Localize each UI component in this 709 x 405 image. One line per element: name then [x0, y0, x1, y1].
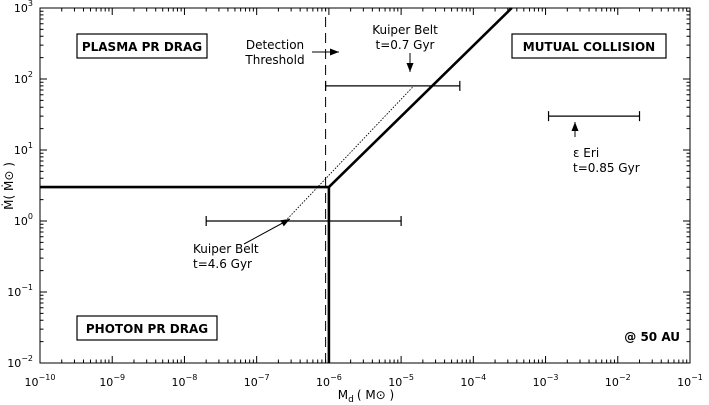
region-label-collision: MUTUAL COLLISION	[511, 33, 667, 59]
y-tick-label: 103	[14, 0, 33, 15]
plot-frame	[39, 7, 691, 364]
collision-boundary	[327, 7, 513, 189]
region-label-text: PHOTON PR DRAG	[86, 322, 208, 336]
y-tick-label: 101	[14, 141, 33, 157]
arrow-head	[406, 63, 414, 72]
kuiper-old-arrow	[243, 218, 291, 245]
x-axis-title-sub: d	[348, 395, 354, 405]
eps-eri-arrow	[571, 122, 579, 137]
kuiper-old-label-line2: t=4.6 Gyr	[193, 257, 252, 271]
y-tick-label: 100	[14, 212, 33, 228]
x-tick-label: 10−8	[172, 373, 198, 389]
arrow-head	[330, 48, 339, 56]
x-axis-title-main: M	[338, 388, 348, 402]
annotation-arrows	[243, 48, 579, 245]
tick-marks	[39, 7, 691, 364]
region-label-text: PLASMA PR DRAG	[82, 40, 202, 54]
x-tick-label: 10−5	[388, 373, 414, 389]
detection-threshold-label-line2: Threshold	[244, 53, 304, 67]
region-label-plasma: PLASMA PR DRAG	[76, 33, 208, 59]
detection-threshold-arrow	[312, 48, 339, 56]
region-label-box	[511, 33, 667, 59]
x-axis-title: Md( M⊙ )	[338, 388, 394, 405]
kuiper-belt-0.7-point	[324, 80, 461, 91]
region-label-text: MUTUAL COLLISION	[523, 40, 655, 54]
y-tick-label: 10−1	[7, 283, 33, 299]
kuiper-evolution-track	[285, 85, 415, 222]
y-tick-label: 10−2	[7, 354, 33, 370]
x-tick-label: 10−6	[316, 373, 342, 389]
regime-boundaries	[40, 7, 513, 363]
y-axis-title: Ṁ( Ṁ⊙ )	[1, 162, 16, 210]
kuiper-old-label-line1: Kuiper Belt	[193, 242, 259, 256]
y-tick-label: 102	[14, 70, 33, 86]
x-tick-label: 10−3	[533, 373, 559, 389]
distance-label: @ 50 AU	[624, 330, 680, 344]
x-tick-labels: 10−10 10−9 10−8 10−7 10−6 10−5 10−4 10−3 10−2 10−…	[25, 373, 703, 389]
region-label-box	[76, 315, 218, 341]
kuiper-belt-4.6-point	[205, 216, 402, 226]
data-points	[205, 80, 641, 226]
arrow-head	[280, 219, 290, 227]
detection-threshold-label-line1: Detection	[246, 38, 304, 52]
x-axis-title-unit: ( M⊙ )	[357, 388, 394, 402]
eps-eri-label-line2: t=0.85 Gyr	[573, 161, 640, 175]
x-tick-label: 10−9	[99, 373, 125, 389]
x-tick-label: 10−7	[244, 373, 270, 389]
eps-eri-label-line1: ε Eri	[573, 146, 599, 160]
y-tick-labels: 10−2 10−1 100 101 102 103	[7, 0, 33, 370]
kuiper-young-arrow	[406, 53, 414, 72]
kuiper-young-label-line2: t=0.7 Gyr	[376, 38, 435, 52]
arrow-head	[571, 122, 579, 131]
kuiper-young-label-line1: Kuiper Belt	[372, 23, 438, 37]
region-label-box	[76, 33, 208, 59]
region-label-photon: PHOTON PR DRAG	[76, 315, 218, 341]
x-tick-label: 10−2	[605, 373, 631, 389]
x-tick-label: 10−4	[460, 373, 486, 389]
x-tick-label: 10−10	[25, 373, 56, 389]
x-tick-label: 10−1	[677, 373, 703, 389]
eps-eri-point	[547, 111, 641, 122]
